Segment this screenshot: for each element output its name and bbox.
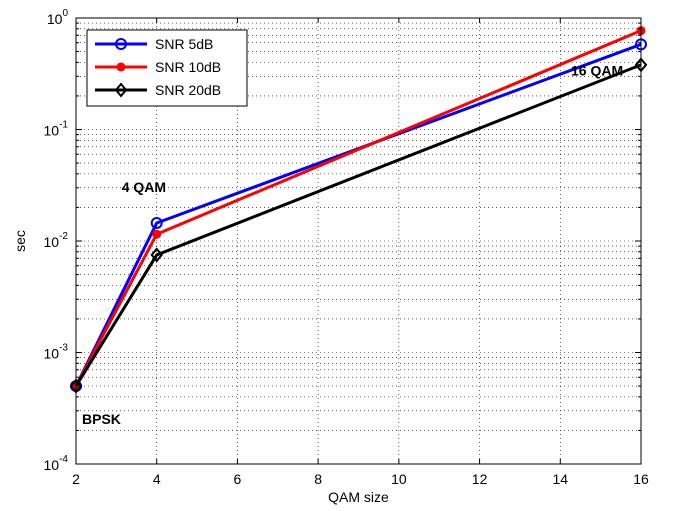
x-axis-label: QAM size bbox=[328, 489, 389, 505]
annotation-label: 16 QAM bbox=[571, 62, 623, 78]
data-point bbox=[150, 217, 163, 230]
legend-entry: SNR 5dB bbox=[95, 36, 213, 52]
annotation-label: BPSK bbox=[82, 411, 121, 427]
legend-entry: SNR 20dB bbox=[95, 82, 221, 98]
annotation-label: 4 QAM bbox=[122, 179, 166, 195]
x-tick-label: 16 bbox=[633, 471, 649, 487]
x-tick-label: 6 bbox=[234, 471, 242, 487]
series-line bbox=[74, 42, 642, 387]
annotations: BPSK 4 QAM 16 QAM bbox=[82, 62, 623, 427]
series-layer bbox=[69, 26, 648, 394]
x-tick-label: 4 bbox=[153, 471, 161, 487]
legend: SNR 5dB SNR 10dB SNR 20dB bbox=[86, 29, 248, 107]
x-tick-label: 10 bbox=[391, 471, 407, 487]
y-tick-labels: 10-4 10-3 10-2 10-1 100 bbox=[44, 8, 69, 473]
data-point bbox=[152, 229, 162, 239]
legend-marker bbox=[114, 82, 128, 98]
ticks bbox=[75, 18, 642, 465]
legend-label: SNR 20dB bbox=[155, 82, 221, 98]
x-tick-label: 14 bbox=[552, 471, 568, 487]
x-tick-label: 2 bbox=[72, 471, 80, 487]
series-line bbox=[74, 63, 642, 387]
y-tick-label: 10-1 bbox=[44, 120, 69, 139]
legend-marker bbox=[116, 62, 126, 72]
x-tick-label: 12 bbox=[472, 471, 488, 487]
legend-label: SNR 5dB bbox=[155, 36, 213, 52]
x-tick-labels: 2 4 6 8 10 12 14 16 bbox=[72, 471, 649, 487]
y-axis-label: sec bbox=[12, 230, 28, 252]
y-tick-label: 10-3 bbox=[44, 343, 69, 362]
y-tick-label: 100 bbox=[47, 8, 69, 27]
data-point bbox=[150, 247, 164, 263]
y-tick-label: 10-4 bbox=[44, 454, 69, 473]
legend-label: SNR 10dB bbox=[155, 59, 221, 75]
x-tick-label: 8 bbox=[314, 471, 322, 487]
y-tick-label: 10-2 bbox=[44, 231, 69, 250]
legend-marker bbox=[115, 38, 127, 50]
legend-entry: SNR 10dB bbox=[95, 59, 221, 75]
